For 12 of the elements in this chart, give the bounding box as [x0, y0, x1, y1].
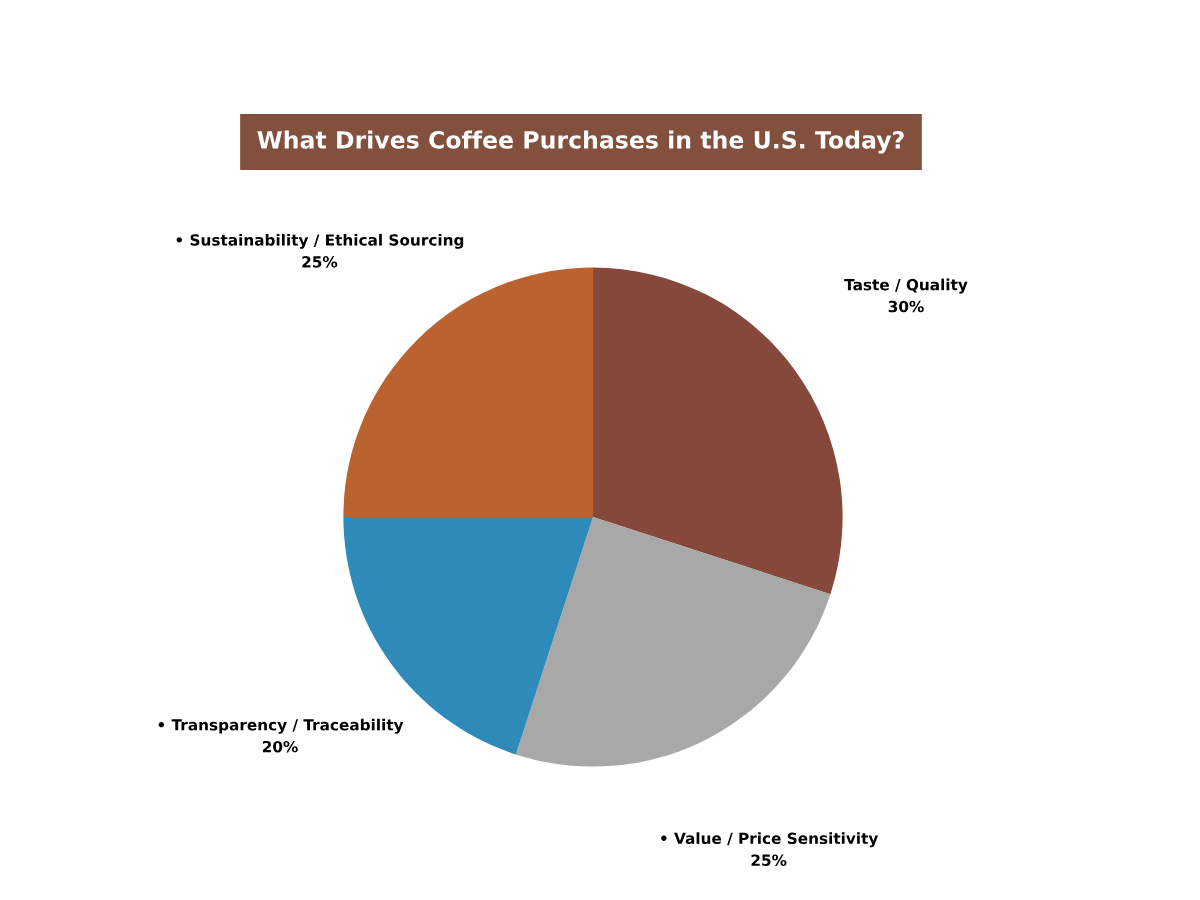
- chart-title: What Drives Coffee Purchases in the U.S. Today?: [257, 130, 904, 154]
- slice-label: • Transparency / Traceability: [158, 718, 404, 734]
- data-label: 25%: [302, 256, 338, 268]
- data-label: 30%: [888, 300, 924, 313]
- pie-slice: [343, 267, 593, 517]
- slice-label: • Sustainability / Ethical Sourcing: [176, 233, 464, 249]
- pie-slice: [593, 267, 843, 595]
- slice-label: Taste / Quality: [844, 278, 968, 294]
- pie-slice: [515, 517, 831, 767]
- data-label: 25%: [751, 854, 787, 866]
- data-label: 20%: [262, 740, 298, 753]
- slice-label: • Value / Price Sensitivity: [661, 832, 879, 848]
